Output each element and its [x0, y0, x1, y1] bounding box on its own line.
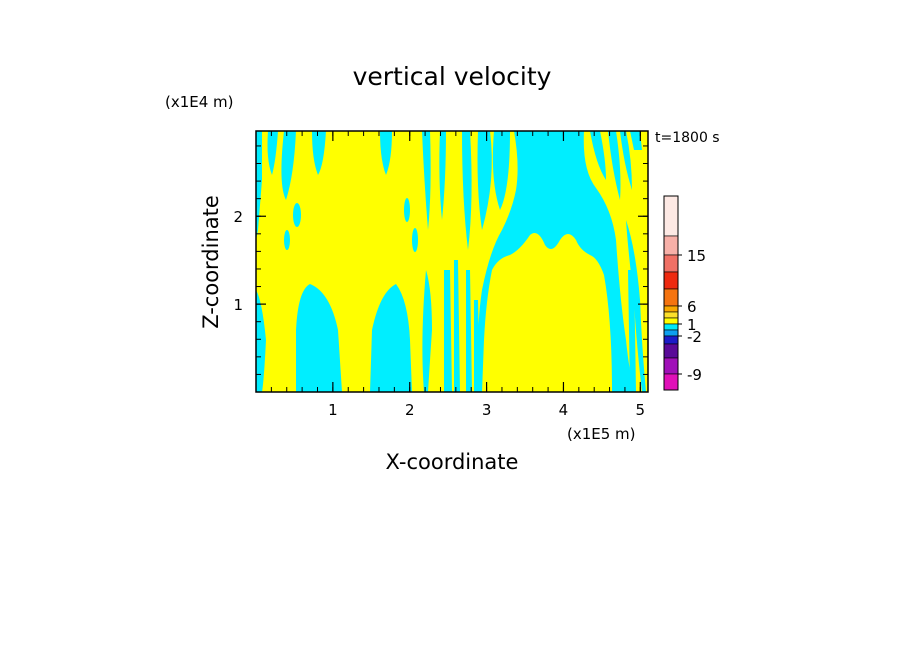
colorbar-band	[663, 311, 679, 319]
x-tick-label: 3	[482, 401, 492, 419]
downdraft-region	[454, 260, 460, 392]
x-axis-label: X-coordinate	[386, 450, 519, 474]
colorbar-label: 1	[687, 316, 697, 334]
colorbar-frame	[663, 195, 679, 391]
colorbar-band	[663, 288, 679, 307]
colorbar-band	[663, 235, 679, 256]
colorbar-label: -2	[687, 328, 702, 346]
colorbar-label: 15	[687, 247, 706, 265]
colorbar-band	[663, 357, 679, 375]
downdraft-region	[620, 131, 632, 190]
downdraft-region	[628, 270, 636, 392]
downdraft-region	[439, 131, 446, 220]
colorbar-band	[663, 335, 679, 345]
x-tick-label: 4	[559, 401, 569, 419]
downdraft-region	[462, 131, 472, 250]
colorbar-band	[663, 343, 679, 359]
y-axis-label: Z-coordinate	[199, 195, 223, 329]
major-ticks	[256, 131, 648, 392]
x-unit-label: (x1E5 m)	[567, 425, 636, 443]
downdraft-regions	[256, 131, 646, 392]
downdraft-region	[412, 228, 418, 252]
downdraft-region	[284, 230, 290, 250]
downdraft-region	[477, 131, 636, 392]
downdraft-region	[281, 131, 296, 200]
colorbar-band	[663, 323, 679, 331]
downdraft-region	[422, 131, 431, 230]
downdraft-region	[312, 131, 326, 175]
x-tick-label: 5	[636, 401, 646, 419]
downdraft-region	[256, 131, 262, 240]
y-unit-label: (x1E4 m)	[165, 93, 234, 111]
colorbar-band	[663, 317, 679, 325]
downdraft-region	[422, 270, 432, 392]
downdraft-region	[256, 290, 266, 392]
colorbar-band	[663, 254, 679, 273]
downdraft-region	[477, 131, 492, 230]
colorbar-label: -9	[687, 366, 702, 384]
x-tick-label: 2	[405, 401, 415, 419]
downdraft-region	[296, 284, 342, 392]
downdraft-region	[293, 203, 301, 227]
colorbar-band	[663, 329, 679, 337]
downdraft-region	[370, 284, 412, 392]
colorbar-band	[663, 373, 679, 391]
colorbar-band	[663, 271, 679, 290]
downdraft-region	[444, 270, 452, 392]
tick-labels: 1 2 3 4 5 1 2	[233, 208, 645, 419]
plot-area: 1 2 3 4 5 1 2	[233, 130, 649, 419]
time-label: t=1800 s	[655, 130, 720, 146]
colorbar: 15 61-2 -9	[663, 195, 706, 391]
downdraft-region	[626, 220, 646, 392]
chart-title: vertical velocity	[353, 62, 552, 91]
y-tick-label: 1	[233, 296, 243, 314]
colorbar-band	[663, 195, 679, 237]
downdraft-region	[466, 270, 472, 392]
downdraft-region	[404, 198, 410, 222]
downdraft-region	[492, 131, 510, 210]
colorbar-band	[663, 305, 679, 313]
downdraft-region	[380, 131, 392, 175]
x-tick-label: 1	[328, 401, 338, 419]
downdraft-region	[590, 131, 606, 180]
downdraft-region	[630, 131, 642, 150]
y-tick-label: 2	[233, 208, 243, 226]
downdraft-region	[608, 131, 621, 200]
colorbar-label: 6	[687, 298, 697, 316]
plot-frame	[255, 130, 649, 393]
downdraft-region	[267, 131, 278, 175]
